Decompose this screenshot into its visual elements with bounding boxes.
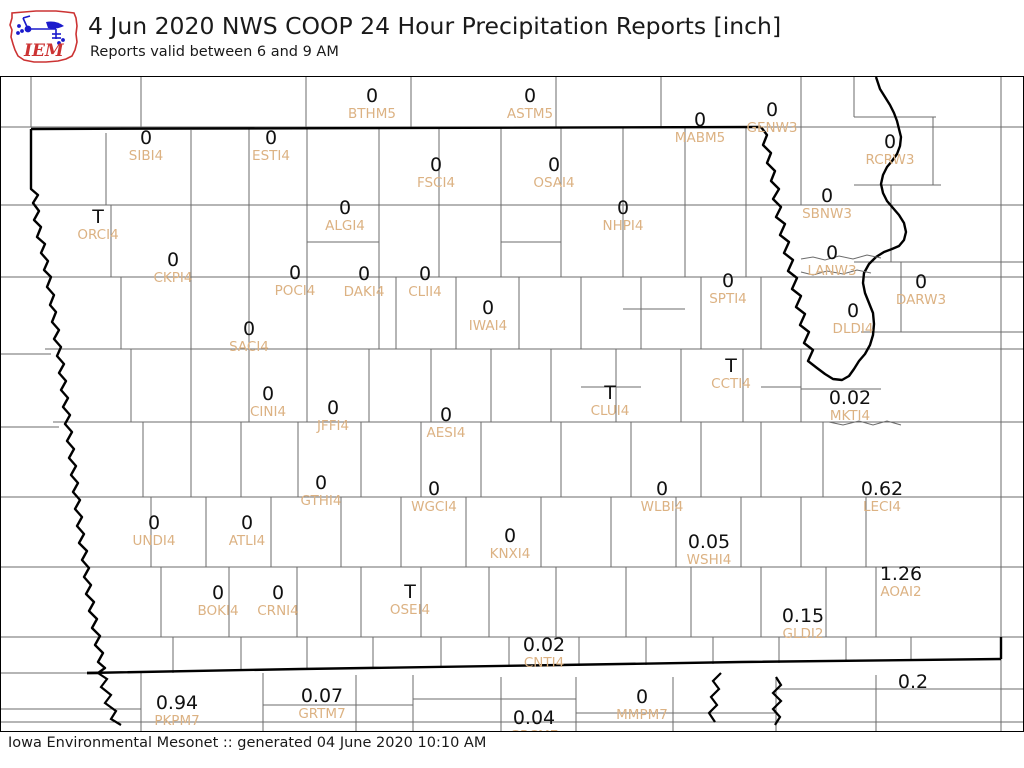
iem-logo: IEM	[6, 4, 84, 66]
county-detail-ticks	[307, 241, 1001, 498]
svg-text:IEM: IEM	[23, 41, 65, 61]
page-title: 4 Jun 2020 NWS COOP 24 Hour Precipitatio…	[88, 12, 782, 40]
title-block: 4 Jun 2020 NWS COOP 24 Hour Precipitatio…	[88, 12, 1008, 62]
map-canvas[interactable]: 0 BTHM5 0 ASTM5 0 GENW3 0 MABM5 0 SIBI4 0 ESTI4 0 RCR…	[0, 76, 1024, 732]
neighbor-counties-west	[1, 77, 111, 674]
neighbor-counties-east	[853, 77, 1023, 731]
neighbor-counties-south	[1, 673, 1023, 731]
iowa-county-lines-horizontal	[31, 204, 1023, 638]
neighbor-counties-north	[1, 77, 1023, 128]
iowa-county-lines-vertical	[105, 127, 912, 673]
missouri-river-south	[97, 672, 122, 726]
iowa-state-border	[29, 77, 1003, 675]
page-footer: Iowa Environmental Mesonet :: generated …	[0, 733, 1024, 768]
page-subtitle: Reports valid between 6 and 9 AM	[90, 44, 339, 60]
iowa-county-map	[1, 77, 1023, 731]
minor-hydrography	[800, 254, 902, 426]
mississippi-river-south	[707, 672, 783, 726]
page-header: IEM 4 Jun 2020 NWS COOP 24 Hour Precipit…	[0, 0, 1024, 74]
footer-credit: Iowa Environmental Mesonet :: generated …	[8, 735, 487, 751]
